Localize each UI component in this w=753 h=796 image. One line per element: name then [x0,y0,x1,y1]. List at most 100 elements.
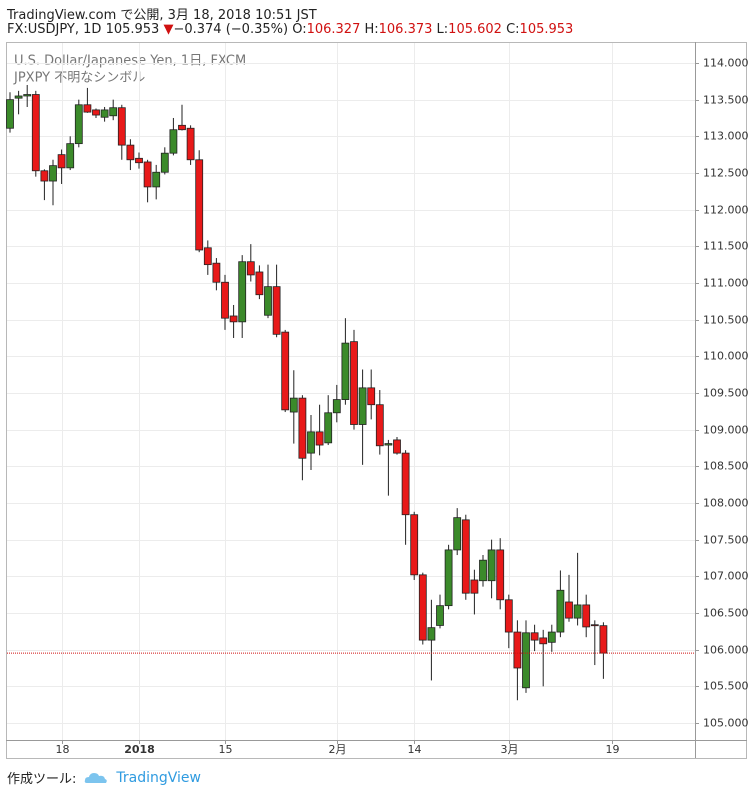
candle-body [590,624,599,627]
y-tick-label: 108.000 [703,497,749,510]
candle-body [582,604,591,628]
candle-body [418,574,427,641]
open-value: 106.327 [306,22,361,37]
candle-body [246,261,255,276]
candle-body [358,387,367,425]
candle-body [315,431,324,446]
open-label: O: [292,22,307,37]
symbol-info: FX:USDJPY, 1D 105.953 ▼−0.374 (−0.35%) O… [7,22,573,37]
candle-body [470,579,479,594]
candle-body [367,387,376,406]
footer-label: 作成ツール: [7,772,77,787]
candle-body [375,404,384,447]
candle-body [556,589,565,633]
candle-body [203,247,212,266]
x-tick-label: 15 [219,743,233,756]
tv-logo[interactable] [84,771,108,785]
y-tick-label: 105.500 [703,680,749,693]
chart-frame [6,42,747,759]
y-tick-label: 110.500 [703,314,749,327]
candle-body [393,439,401,454]
candle-body [152,171,161,188]
y-tick-label: 107.000 [703,570,749,583]
candle-body [530,632,539,641]
chart-title: U.S. Dollar/Japanese Yen, 1日, FXCM [14,54,246,69]
footer: 作成ツール: TradingView [7,768,201,788]
candle-body [126,144,135,161]
x-tick-label: 2018 [124,743,155,756]
x-tick-label: 2月 [329,743,347,756]
candle-body [178,124,186,131]
candle-body [212,262,221,283]
low-label: L: [436,22,449,37]
candle-body [410,514,419,576]
candle-body [264,286,272,316]
candle-body [57,154,66,169]
candle-body [289,397,298,413]
candle-body [504,599,513,633]
low-value: 105.602 [448,22,502,37]
y-tick-label: 113.500 [703,94,749,107]
candle-body [23,94,32,97]
x-tick-label: 3月 [501,743,519,756]
candle-body [479,559,487,582]
y-tick-label: 106.500 [703,607,749,620]
candle-body [6,99,14,129]
candle-body [40,170,49,182]
candle-body [238,261,247,323]
candle-body [298,397,307,459]
candle-body [350,341,358,425]
y-tick-label: 111.500 [703,240,749,253]
x-tick-label: 14 [408,743,422,756]
candle-body [31,94,40,172]
candle-body [444,549,453,607]
y-tick-label: 105.000 [703,717,749,730]
candle-body [496,549,505,601]
candle-body [186,127,195,161]
candle-body [221,281,229,319]
publish-info: TradingView.com で公開, 3月 18, 2018 10:51 J… [7,8,317,23]
candle-body [109,107,118,117]
candle-body [160,152,169,173]
candle-body [427,627,436,641]
candle-body [66,143,75,169]
candle-body [384,443,393,446]
y-tick-label: 110.000 [703,350,749,363]
candle-body [195,159,204,251]
candle-body [401,452,410,516]
y-tick-label: 108.500 [703,460,749,473]
candle-body [453,517,462,551]
brand-link[interactable]: TradingView [116,769,201,786]
candle-body [436,605,444,626]
candle-body [14,95,23,99]
candle-body [272,286,281,335]
candle-body [135,157,143,164]
y-tick-label: 114.000 [703,57,749,70]
high-value: 106.373 [378,22,433,37]
candle-body [513,631,522,669]
x-tick-label: 18 [56,743,70,756]
candle-body [255,271,264,296]
last-price: 105.953 [105,22,160,37]
candle-body [307,431,315,454]
candle-body [92,109,100,116]
candle-body [539,637,548,645]
candle-body [169,129,178,154]
y-tick-label: 109.000 [703,424,749,437]
candle-body [74,104,83,145]
x-tick-label: 19 [606,743,620,756]
candle-body [599,625,608,654]
y-tick-label: 111.000 [703,277,749,290]
y-tick-label: 109.500 [703,387,749,400]
close-value: 105.953 [519,22,574,37]
y-tick-label: 112.500 [703,167,749,180]
candle-body [547,631,556,643]
y-tick-label: 113.000 [703,130,749,143]
candle-body [573,604,582,619]
candle-body [117,107,126,146]
candle-body [522,632,530,689]
candle-body [83,104,92,113]
chart-subtitle: JPXPY 不明なシンボル [13,71,145,86]
y-tick-label: 112.000 [703,204,749,217]
